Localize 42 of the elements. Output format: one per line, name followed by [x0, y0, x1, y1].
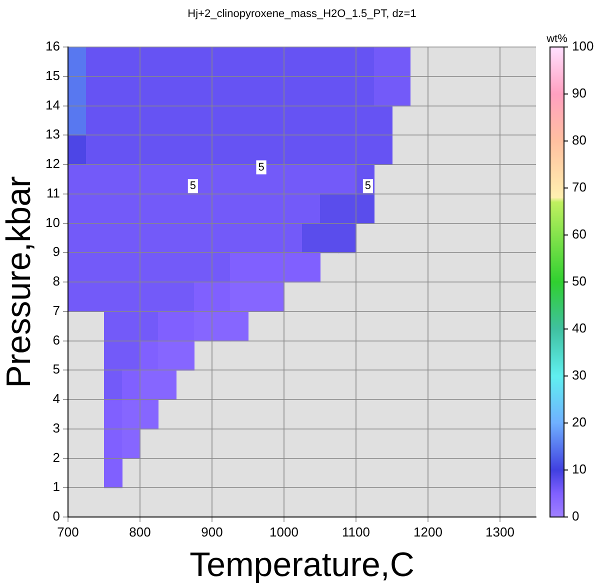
y-tick-label: 11 [46, 185, 60, 200]
y-tick-label: 10 [46, 214, 60, 230]
y-tick-label: 2 [52, 450, 60, 465]
y-tick-label: 8 [52, 274, 60, 289]
x-tick-label: 700 [57, 524, 79, 540]
x-tick-label: 1300 [486, 524, 514, 540]
color-bar-label: 60 [572, 226, 586, 242]
y-axis-title: Pressure,kbar [0, 176, 38, 388]
chart-title: Hj+2_clinopyroxene_mass_H2O_1.5_PT, dz=1 [188, 8, 416, 20]
color-bar-label: 10 [572, 462, 586, 477]
y-tick-label: 12 [46, 156, 60, 172]
y-tick-label: 9 [52, 244, 60, 260]
y-tick-label: 14 [46, 97, 60, 112]
y-tick-label: 3 [52, 420, 60, 436]
y-tick-label: 0 [52, 508, 60, 524]
color-bar-label: 40 [572, 320, 586, 336]
x-tick-label: 1200 [414, 524, 442, 540]
color-bar-title: wt% [546, 33, 568, 46]
x-tick-label: 900 [201, 524, 223, 540]
color-bar-label: 20 [572, 414, 586, 430]
color-bar-label: 50 [572, 274, 586, 289]
color-bar-label: 80 [572, 132, 586, 148]
color-bar-label: 30 [572, 368, 586, 383]
y-tick-label: 4 [52, 391, 60, 406]
color-bar-label: 100 [572, 38, 594, 54]
y-tick-label: 5 [52, 362, 60, 377]
annotation: 5 [190, 180, 196, 192]
x-tick-label: 1000 [270, 524, 298, 540]
y-tick-label: 16 [46, 38, 60, 54]
x-tick-label: 1100 [342, 524, 370, 540]
color-bar-label: 0 [572, 508, 580, 524]
y-tick-label: 7 [52, 302, 60, 318]
color-bar-label: 70 [572, 180, 586, 195]
annotation: 5 [364, 180, 372, 192]
x-tick-label: 800 [129, 524, 151, 540]
y-tick-label: 13 [46, 126, 60, 142]
y-tick-label: 6 [52, 332, 60, 348]
y-tick-label: 15 [46, 68, 60, 83]
y-tick-label: 1 [52, 479, 60, 494]
annotation: 5 [258, 161, 264, 174]
x-axis-title: Temperature,C [190, 546, 414, 584]
color-bar-label: 90 [572, 86, 586, 101]
